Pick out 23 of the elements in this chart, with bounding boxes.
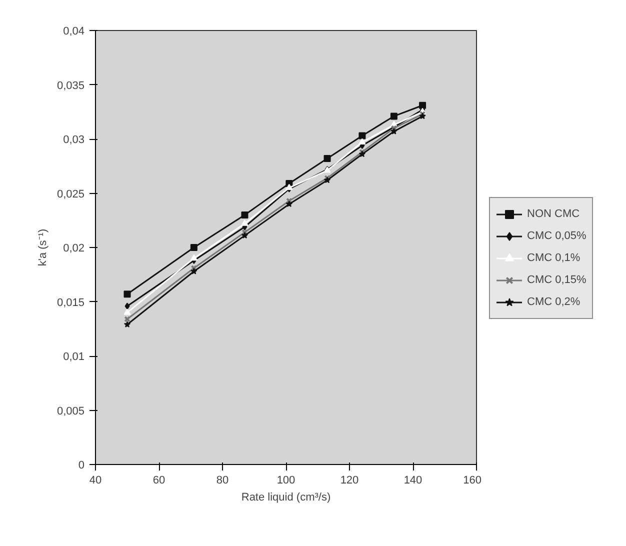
y-tick-label: 0,01 — [63, 351, 85, 363]
x-tick-label: 40 — [89, 474, 102, 486]
y-tick-label: 0 — [78, 460, 85, 472]
x-tick-label: 60 — [152, 474, 166, 486]
y-tick-label: 0,005 — [56, 405, 85, 418]
y-tick-label: 0,035 — [56, 80, 85, 92]
x-tick-label: 160 — [463, 474, 482, 486]
legend-label: NON CMC — [527, 208, 580, 220]
y-tick-label: 0,03 — [63, 134, 85, 146]
x-tick-label: 140 — [404, 474, 422, 486]
legend-label: CMC 0,15% — [527, 274, 586, 286]
x-tick-label: 120 — [340, 474, 359, 486]
y-tick-label: 0,04 — [63, 26, 85, 38]
legend-label: CMC 0,2% — [527, 296, 580, 308]
x-axis-title: Rate liquid (cm³/s) — [241, 492, 331, 504]
y-tick-label: 0,015 — [56, 296, 85, 309]
legend-label: CMC 0,05% — [527, 230, 586, 242]
y-tick-label: 0,02 — [63, 242, 85, 254]
x-tick-label: 100 — [276, 474, 296, 486]
y-axis-title: k'a (s⁻¹) — [36, 228, 49, 266]
y-tick-label: 0,025 — [56, 188, 85, 200]
legend-label: CMC 0,1% — [527, 252, 580, 264]
x-tick-label: 80 — [216, 474, 229, 486]
